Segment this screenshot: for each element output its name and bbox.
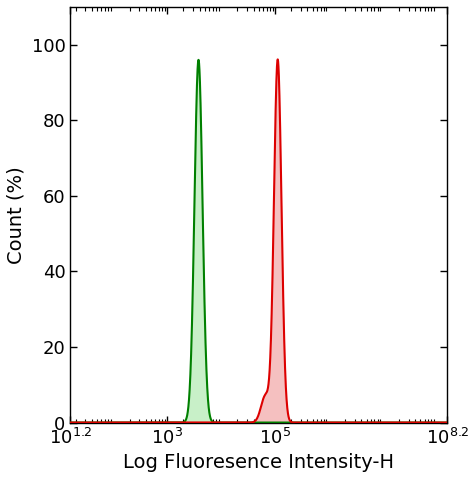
Y-axis label: Count (%): Count (%)	[7, 166, 26, 263]
X-axis label: Log Fluoresence Intensity-H: Log Fluoresence Intensity-H	[123, 453, 394, 472]
